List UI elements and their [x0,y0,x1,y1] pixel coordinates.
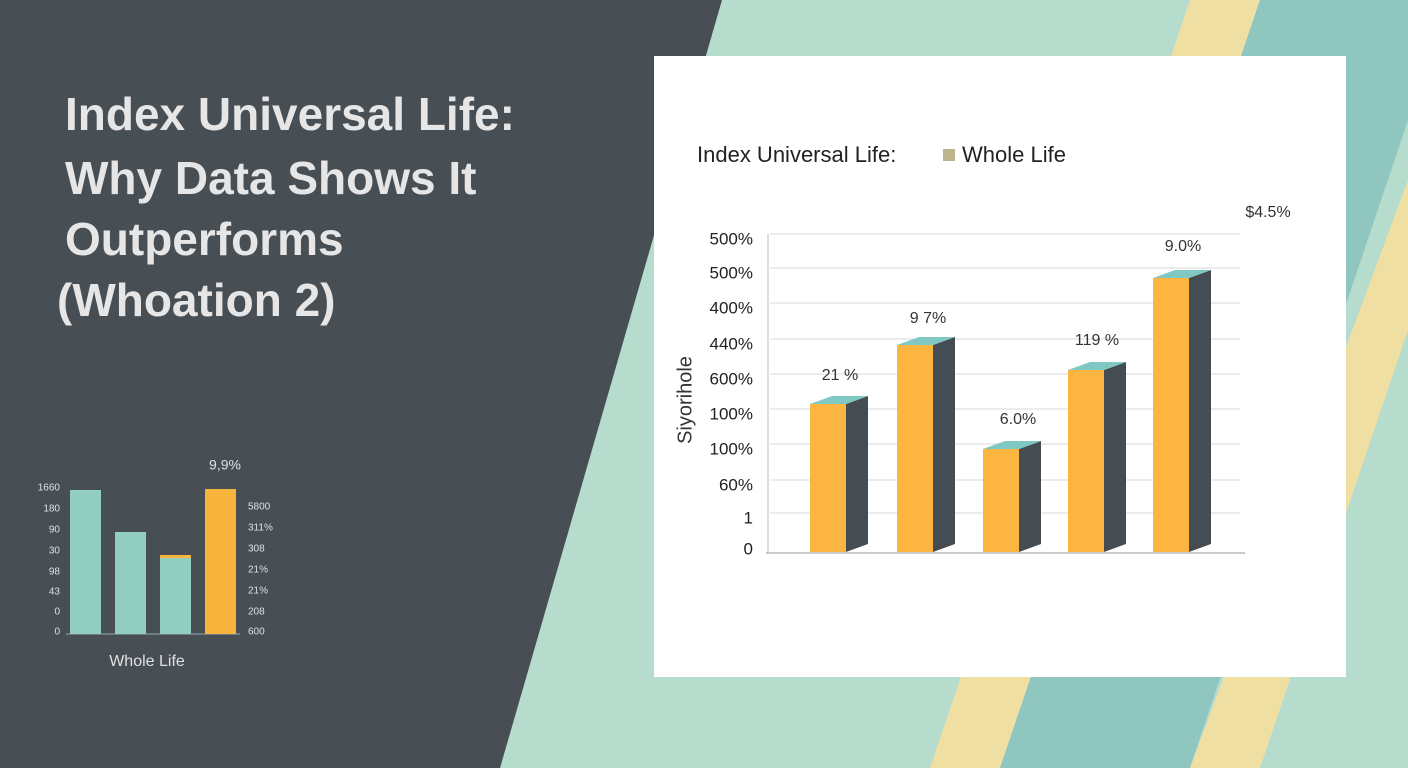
axis-title: Siyorihole [674,356,696,444]
headline-line: (Whoation 2) [57,274,336,326]
small-label: 30 [49,546,61,557]
small-bar [205,489,236,634]
small-label: 311% [248,523,273,534]
headline-line: Outperforms [65,213,344,265]
bar-label: 21 % [822,367,858,384]
small-label: 90 [49,525,61,536]
small-bar [115,532,146,634]
small-label: 180 [43,504,60,515]
axis-label: 400% [710,298,753,317]
bar-side [846,396,868,552]
small-label: 600 [248,627,265,638]
bars: 21 % 9 7% 6.0% 119 % 9.0% [810,238,1211,552]
small-chart: 1660 180 90 30 98 43 0 0 9,9% 5800 311% … [38,457,273,671]
bar-top [1068,362,1126,370]
axis-label: 500% [710,229,753,248]
axis-label: 100% [710,404,753,423]
headline: Index Universal Life: Why Data Shows It … [57,88,515,326]
small-caption: Whole Life [109,653,185,670]
axis-label: 60% [719,475,753,494]
small-label: 1660 [38,483,61,494]
card-title: Index Universal Life: [697,142,896,167]
small-label: 98 [49,567,61,578]
bar-label: 9 7% [910,310,946,327]
bar-front [983,449,1019,552]
bar-side [933,337,955,552]
bar-front [810,404,846,552]
bar-side [1104,362,1126,552]
small-label: 21% [248,586,268,597]
axis-label: 440% [710,334,753,353]
small-label: 0 [54,607,60,618]
axis-label: 100% [710,439,753,458]
card-background [654,56,1346,677]
small-label: 208 [248,607,265,618]
small-bar [160,557,191,634]
small-label: 0 [54,627,60,638]
small-label: 21% [248,565,268,576]
card-title: Whole Life [962,142,1066,167]
axis-label: 1 [744,508,753,527]
bar-top [1153,270,1211,278]
small-label: 308 [248,544,265,555]
bar-label: 6.0% [1000,411,1036,428]
small-bar-top [160,555,191,558]
bar-top [897,337,955,345]
bar-side [1019,441,1041,552]
small-label: 5800 [248,502,271,513]
headline-line: Index Universal Life: [65,88,515,140]
small-label: 43 [49,587,61,598]
small-top-label: 9,9% [209,457,241,473]
bar-top [983,441,1041,449]
axis-label: 500% [710,263,753,282]
axis-label: 600% [710,369,753,388]
headline-line: Why Data Shows It [65,152,476,204]
bar-label: 119 % [1075,332,1119,349]
bar-front [1068,370,1104,552]
legend-swatch [943,149,955,161]
bar-front [1153,278,1189,552]
bar-side [1189,270,1211,552]
card: Index Universal Life: Whole Life $4.5% S… [654,56,1346,677]
bar-label: 9.0% [1165,238,1201,255]
corner-label: $4.5% [1245,204,1290,221]
bar-front [897,345,933,552]
axis-label: 0 [744,539,753,558]
small-bar [70,490,101,634]
bar-top [810,396,868,404]
